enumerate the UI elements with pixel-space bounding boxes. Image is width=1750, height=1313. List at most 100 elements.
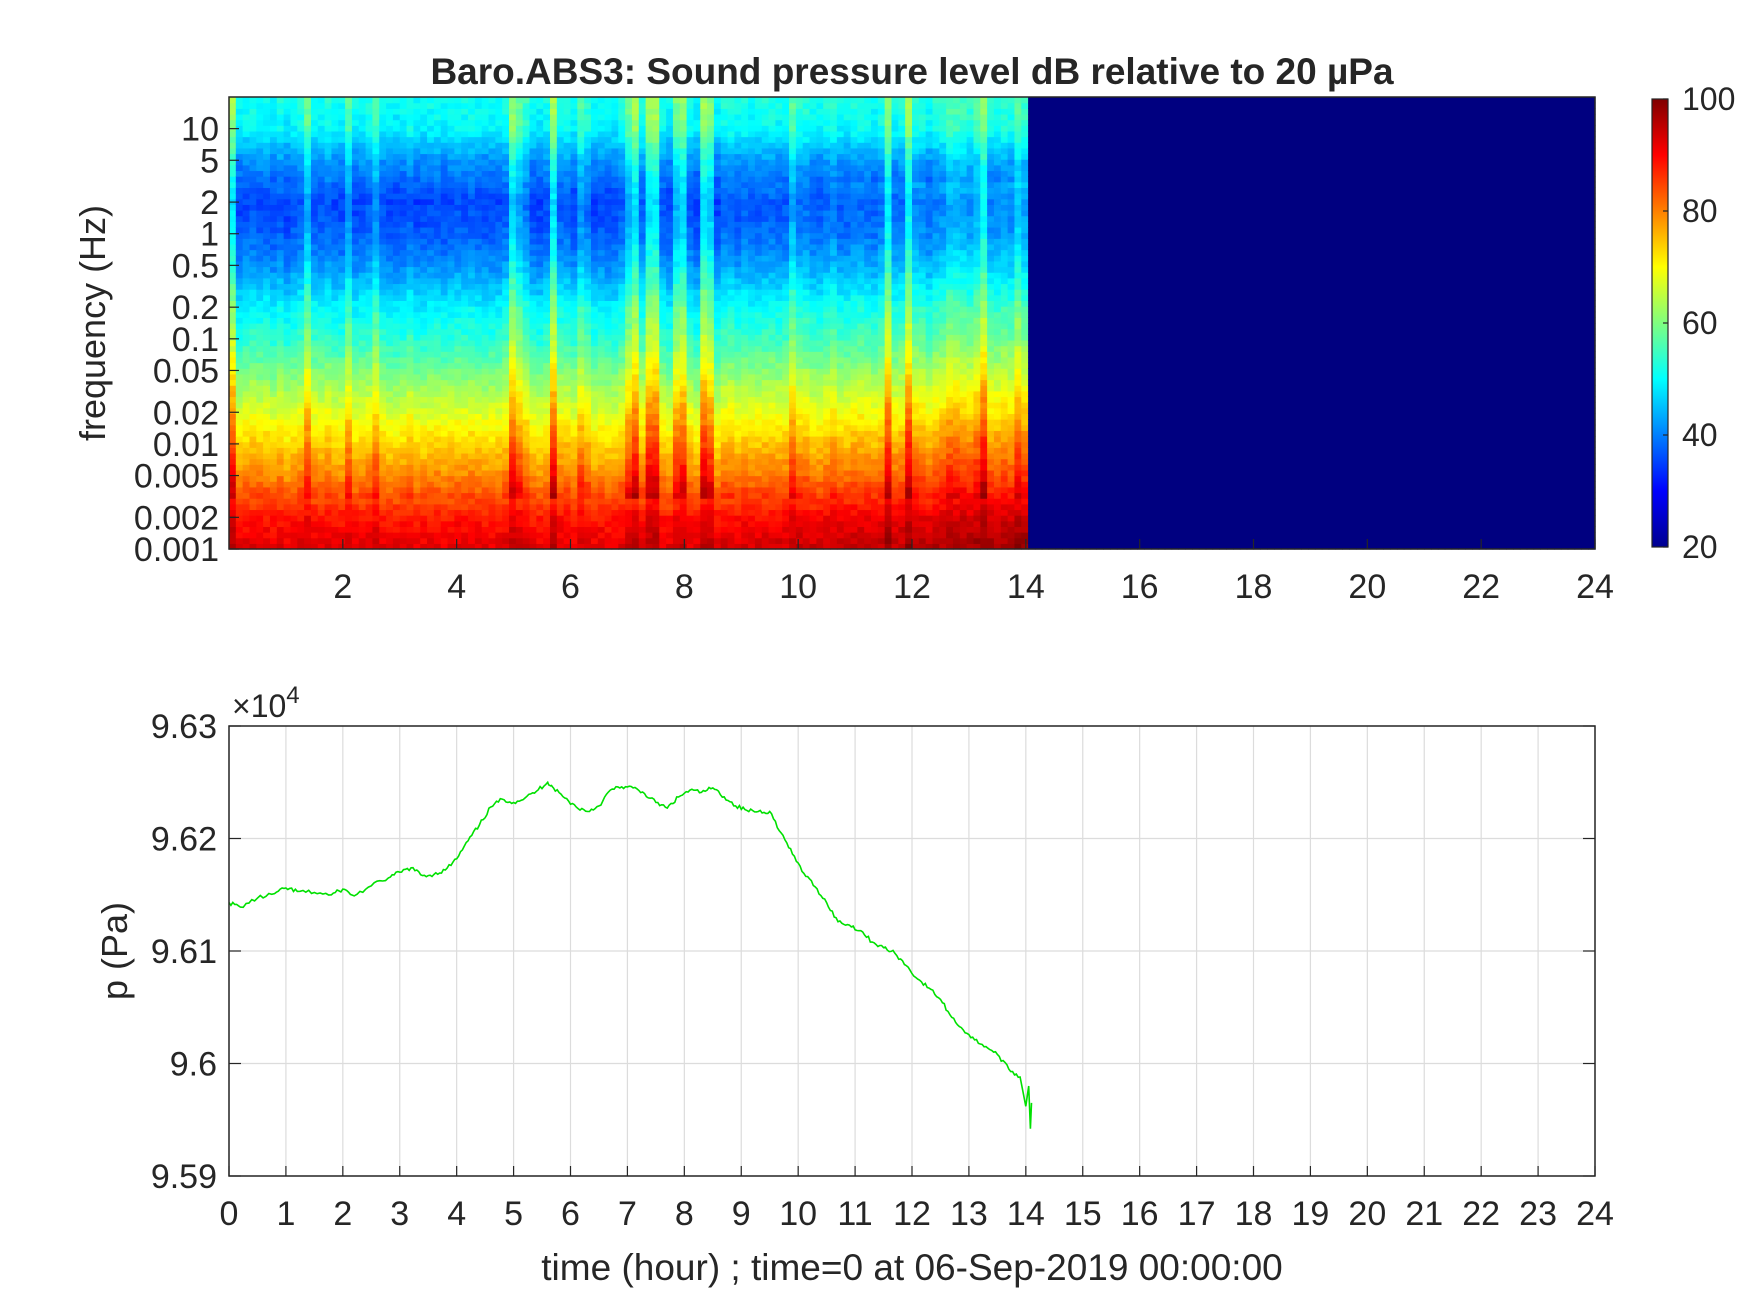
spectrogram-cell [652,459,659,465]
spectrogram-cell [393,278,400,284]
spectrogram-cell [345,221,352,227]
spectrogram-cell [379,244,386,250]
spectrogram-cell [639,295,646,301]
spectrogram-cell [571,481,578,487]
spectrogram-cell [625,396,632,402]
spectrogram-cell [625,216,632,222]
spectrogram-cell [605,470,612,476]
spectrogram-cell [639,509,646,515]
spectrogram-cell [454,413,461,419]
spectrogram-cell [359,283,366,289]
spectrogram-cell [475,476,482,482]
spectrogram-cell [543,538,550,544]
spectrogram-cell [564,125,571,131]
spectrogram-cell [557,148,564,154]
spectrogram-cell [352,425,359,431]
spectrogram-cell [509,476,516,482]
spectrogram-cell [646,300,653,306]
spectrogram-cell [448,509,455,515]
spectrogram-cell [625,125,632,131]
spectrogram-cell [591,380,598,386]
spectrogram-cell [352,436,359,442]
spectrogram-cell [611,233,618,239]
spectrogram-cell [331,419,338,425]
spectrogram-cell [345,204,352,210]
spectrogram-cell [338,154,345,160]
spectrogram-cell [325,430,332,436]
spectrogram-cell [318,250,325,256]
spectrogram-cell [516,233,523,239]
spectrogram-cell [611,216,618,222]
spectrogram-cell [468,408,475,414]
spectrogram-cell [523,114,530,120]
spectrogram-cell [236,368,243,374]
spectrogram-cell [584,114,591,120]
spectrogram-cell [277,267,284,273]
spectrogram-cell [345,476,352,482]
spectrogram-cell [256,385,263,391]
spectrogram-cell [441,131,448,137]
spectrogram-cell [475,233,482,239]
spectrogram-cell [564,385,571,391]
spectrogram-cell [502,515,509,521]
spectrogram-cell [461,464,468,470]
spectrogram-cell [263,199,270,205]
spectrogram-cell [564,233,571,239]
spectrogram-cell [290,159,297,165]
spectrogram-cell [632,363,639,369]
spectrogram-cell [468,216,475,222]
spectrogram-cell [372,487,379,493]
spectrogram-cell [400,114,407,120]
spectrogram-cell [475,238,482,244]
spectrogram-cell [448,317,455,323]
spectrogram-cell [249,334,256,340]
spectrogram-cell [359,148,366,154]
spectrogram-cell [448,125,455,131]
spectrogram-cell [284,385,291,391]
spectrogram-cell [646,187,653,193]
spectrogram-cell [270,368,277,374]
spectrogram-cell [318,120,325,126]
spectrogram-cell [372,453,379,459]
spectrogram-cell [482,244,489,250]
spectrogram-cell [359,238,366,244]
spectrogram-cell [564,131,571,137]
spectrogram-cell [277,493,284,499]
spectrogram-cell [413,419,420,425]
spectrogram-cell [543,402,550,408]
spectrogram-cell [243,329,250,335]
spectrogram-cell [229,391,236,397]
spectrogram-cell [489,306,496,312]
spectrogram-cell [441,493,448,499]
spectrogram-cell [475,283,482,289]
spectrogram-cell [290,323,297,329]
spectrogram-cell [495,470,502,476]
spectrogram-cell [379,368,386,374]
spectrogram-cell [618,538,625,544]
spectrogram-cell [454,193,461,199]
spectrogram-cell [434,515,441,521]
spectrogram-cell [427,244,434,250]
spectrogram-cell [229,187,236,193]
spectrogram-cell [249,272,256,278]
spectrogram-cell [284,493,291,499]
spectrogram-cell [413,532,420,538]
spectrogram-cell [229,504,236,510]
spectrogram-cell [530,312,537,318]
spectrogram-cell [393,408,400,414]
spectrogram-cell [468,442,475,448]
spectrogram-cell [461,165,468,171]
spectrogram-cell [502,187,509,193]
spectrogram-cell [468,470,475,476]
spectrogram-cell [318,97,325,103]
spectrogram-cell [407,363,414,369]
spectrogram-cell [311,125,318,131]
spectrogram-cell [584,103,591,109]
spectrogram-cell [236,244,243,250]
spectrogram-cell [475,154,482,160]
spectrogram-cell [461,363,468,369]
spectrogram-cell [550,368,557,374]
spectrogram-cell [475,396,482,402]
spectrogram-cell [591,357,598,363]
spectrogram-cell [618,221,625,227]
